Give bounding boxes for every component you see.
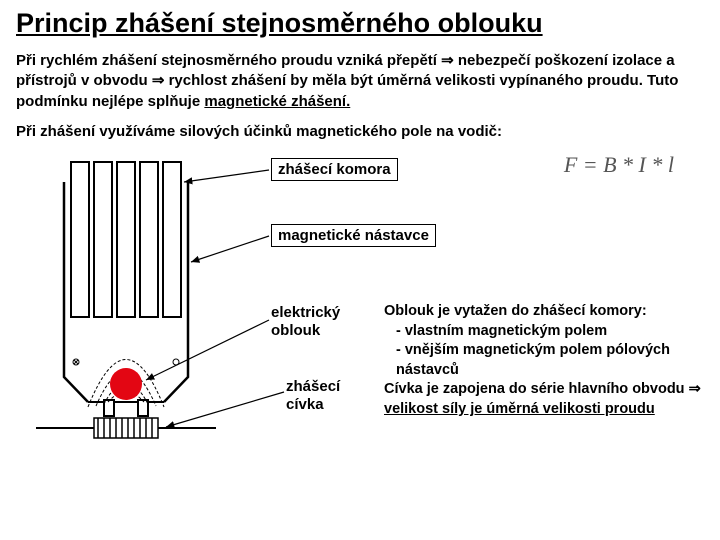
page-title: Princip zhášení stejnosměrného oblouku xyxy=(16,8,704,39)
exp-line1: Oblouk je vytažen do zhášecí komory: xyxy=(384,302,714,322)
paragraph-1: Při rychlém zhášení stejnosměrného proud… xyxy=(16,51,704,112)
exp-line2: Cívka je zapojena do série hlavního obvo… xyxy=(384,380,714,419)
explanation-block: Oblouk je vytažen do zhášecí komory: vla… xyxy=(384,302,714,419)
exp-bullet-2: vnějším magnetickým polem pólových násta… xyxy=(396,341,714,380)
diagram-area: F = B * I * l xyxy=(16,152,704,472)
exp-bullet-1: vlastním magnetickým polem xyxy=(396,322,714,342)
para1-underline: magnetické zhášení. xyxy=(204,93,350,110)
arrow-3: ⇒ xyxy=(689,381,701,397)
exp-line2a: Cívka je zapojena do série hlavního obvo… xyxy=(384,381,689,397)
exp-line2b: velikost síly je úměrná velikosti proudu xyxy=(384,401,655,417)
para1-pre: Při rychlém zhášení stejnosměrného proud… xyxy=(16,52,441,69)
paragraph-2: Při zhášení využíváme silových účinků ma… xyxy=(16,122,704,142)
leader-lines xyxy=(16,152,436,462)
formula: F = B * I * l xyxy=(564,152,674,178)
arrow-2: ⇒ xyxy=(152,72,165,89)
arrow-1: ⇒ xyxy=(441,52,454,69)
